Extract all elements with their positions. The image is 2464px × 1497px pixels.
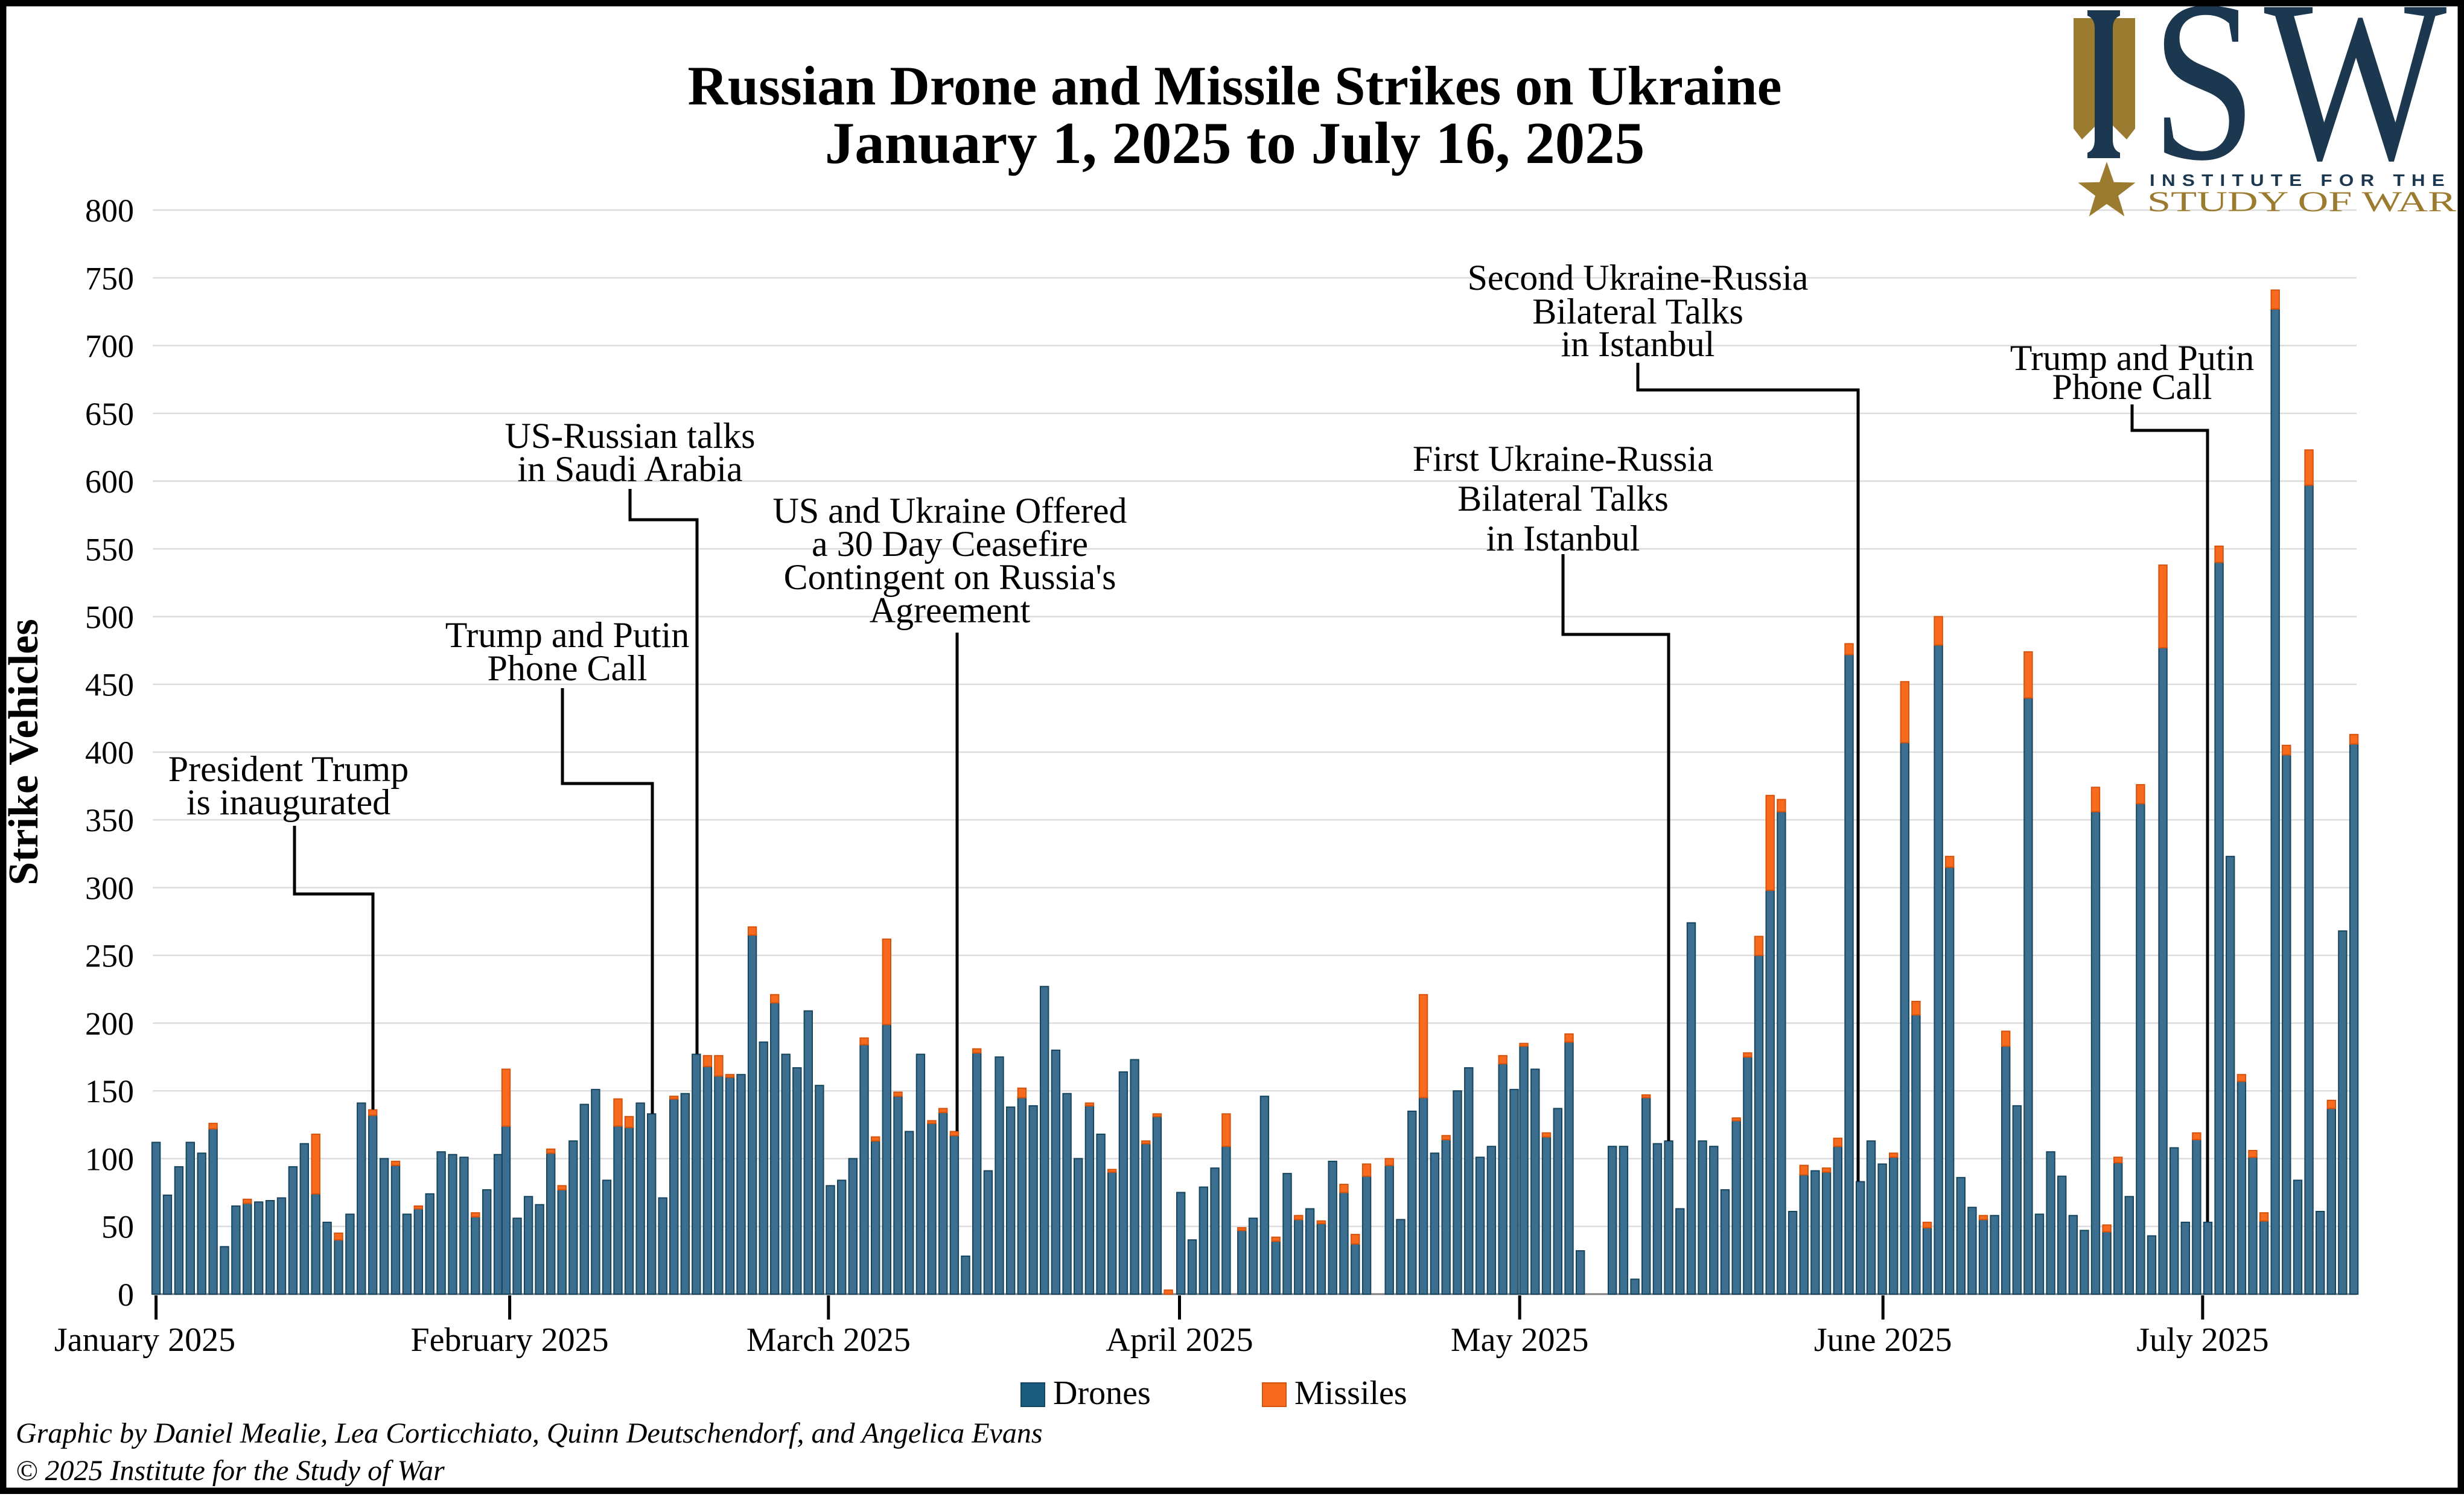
svg-text:US-Russian talks: US-Russian talks: [505, 416, 755, 456]
svg-text:STUDY OF WAR: STUDY OF WAR: [2147, 186, 2456, 218]
svg-text:Strike Vehicles: Strike Vehicles: [1, 619, 47, 885]
svg-text:Russian Drone and Missile Stri: Russian Drone and Missile Strikes on Ukr…: [687, 55, 1781, 117]
svg-text:300: 300: [85, 870, 134, 907]
svg-text:W: W: [2264, 0, 2449, 208]
svg-text:President Trump: President Trump: [168, 749, 409, 789]
svg-text:550: 550: [85, 531, 134, 567]
svg-text:600: 600: [85, 464, 134, 500]
svg-text:150: 150: [85, 1073, 134, 1109]
svg-text:0: 0: [118, 1277, 134, 1313]
svg-text:Missiles: Missiles: [1294, 1374, 1407, 1412]
svg-text:Phone Call: Phone Call: [488, 648, 648, 688]
svg-text:750: 750: [85, 260, 134, 296]
svg-text:Drones: Drones: [1053, 1374, 1151, 1412]
svg-text:650: 650: [85, 396, 134, 432]
svg-text:March 2025: March 2025: [747, 1321, 911, 1359]
svg-text:Phone Call: Phone Call: [2052, 367, 2212, 407]
svg-text:in Istanbul: in Istanbul: [1486, 519, 1640, 558]
svg-text:Bilateral Talks: Bilateral Talks: [1457, 479, 1669, 519]
svg-text:May 2025: May 2025: [1451, 1321, 1589, 1359]
svg-text:US and Ukraine Offered: US and Ukraine Offered: [772, 491, 1127, 531]
svg-text:in Saudi Arabia: in Saudi Arabia: [517, 449, 742, 489]
svg-text:Contingent on Russia's: Contingent on Russia's: [784, 557, 1116, 597]
svg-text:INSTITUTE FOR THE: INSTITUTE FOR THE: [2150, 171, 2451, 190]
svg-text:450: 450: [85, 667, 134, 703]
svg-text:500: 500: [85, 599, 134, 636]
svg-text:200: 200: [85, 1006, 134, 1042]
svg-text:a 30 Day Ceasefire: a 30 Day Ceasefire: [812, 524, 1088, 564]
svg-text:350: 350: [85, 802, 134, 838]
svg-text:February 2025: February 2025: [411, 1321, 609, 1359]
svg-text:Second Ukraine-Russia: Second Ukraine-Russia: [1468, 258, 1809, 298]
svg-text:800: 800: [85, 193, 134, 229]
svg-text:January 1, 2025 to July 16, 20: January 1, 2025 to July 16, 2025: [825, 110, 1645, 176]
svg-text:© 2025 Institute for the Study: © 2025 Institute for the Study of War: [16, 1455, 445, 1487]
svg-text:400: 400: [85, 735, 134, 771]
svg-text:Graphic by Daniel Mealie, Lea: Graphic by Daniel Mealie, Lea Corticchia…: [16, 1417, 1043, 1449]
svg-text:S: S: [2151, 0, 2256, 208]
svg-text:Bilateral Talks: Bilateral Talks: [1532, 292, 1743, 331]
svg-text:January 2025: January 2025: [54, 1321, 235, 1359]
svg-text:is inaugurated: is inaugurated: [186, 782, 390, 822]
svg-text:July 2025: July 2025: [2136, 1321, 2268, 1359]
svg-text:First Ukraine-Russia: First Ukraine-Russia: [1413, 439, 1713, 479]
svg-text:Agreement: Agreement: [870, 590, 1031, 630]
svg-text:April 2025: April 2025: [1106, 1321, 1253, 1359]
svg-text:250: 250: [85, 938, 134, 974]
svg-text:Trump and Putin: Trump and Putin: [2010, 338, 2255, 378]
svg-text:700: 700: [85, 328, 134, 365]
svg-text:in Istanbul: in Istanbul: [1561, 324, 1715, 364]
svg-text:100: 100: [85, 1141, 134, 1177]
svg-text:June 2025: June 2025: [1814, 1321, 1952, 1359]
svg-text:50: 50: [101, 1209, 134, 1245]
svg-text:Trump and Putin: Trump and Putin: [445, 615, 690, 655]
